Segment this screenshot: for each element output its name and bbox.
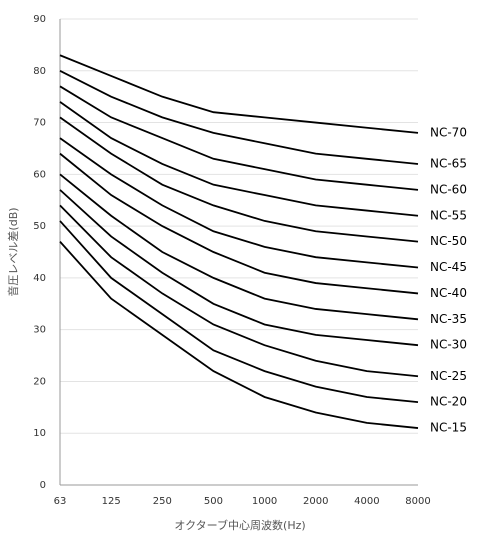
- nc-curve: [59, 101, 419, 217]
- y-tick-label: 40: [33, 273, 46, 284]
- y-axis-title: 音圧レベル差(dB): [6, 207, 20, 296]
- y-tick-label: 80: [33, 66, 46, 77]
- y-tick-label: 70: [33, 118, 46, 129]
- nc-curve: [59, 220, 419, 404]
- curve-label: NC-65: [430, 156, 467, 170]
- curve-label: NC-40: [430, 286, 467, 300]
- curve-label: NC-70: [430, 125, 467, 139]
- nc-curve: [59, 137, 419, 269]
- nc-curve: [59, 152, 419, 295]
- nc-curve: [59, 85, 419, 191]
- nc-curve: [59, 69, 419, 165]
- y-tick-label: 50: [33, 221, 46, 232]
- x-tick-label: 2000: [303, 496, 328, 507]
- curve-label: NC-35: [430, 312, 467, 326]
- y-tick-label: 60: [33, 169, 46, 180]
- curve-label: NC-60: [430, 182, 467, 196]
- y-tick-label: 10: [33, 428, 46, 439]
- curve-label: NC-30: [430, 338, 467, 352]
- curve-label: NC-45: [430, 260, 467, 274]
- x-tick-label: 125: [102, 496, 121, 507]
- curve-label: NC-55: [430, 208, 467, 222]
- nc-curve: [59, 189, 419, 347]
- curve-label: NC-20: [430, 395, 467, 409]
- x-axis-title: オクターブ中心周波数(Hz): [174, 518, 305, 532]
- nc-curve: [59, 116, 419, 243]
- x-tick-label: 250: [153, 496, 172, 507]
- curve-label: NC-25: [430, 369, 467, 383]
- nc-curve: [59, 241, 419, 429]
- x-tick-label: 1000: [252, 496, 277, 507]
- curve-label: NC-15: [430, 421, 467, 435]
- curve-label: NC-50: [430, 234, 467, 248]
- y-tick-label: 20: [33, 376, 46, 387]
- x-tick-label: 500: [204, 496, 223, 507]
- nc-curve: [59, 204, 419, 378]
- x-tick-label: 8000: [405, 496, 430, 507]
- y-tick-label: 90: [33, 14, 46, 25]
- x-tick-label: 4000: [354, 496, 379, 507]
- nc-curve: [59, 54, 419, 134]
- nc-curve: [59, 173, 419, 321]
- y-tick-label: 0: [40, 480, 46, 491]
- y-tick-label: 30: [33, 325, 46, 336]
- x-tick-label: 63: [54, 496, 67, 507]
